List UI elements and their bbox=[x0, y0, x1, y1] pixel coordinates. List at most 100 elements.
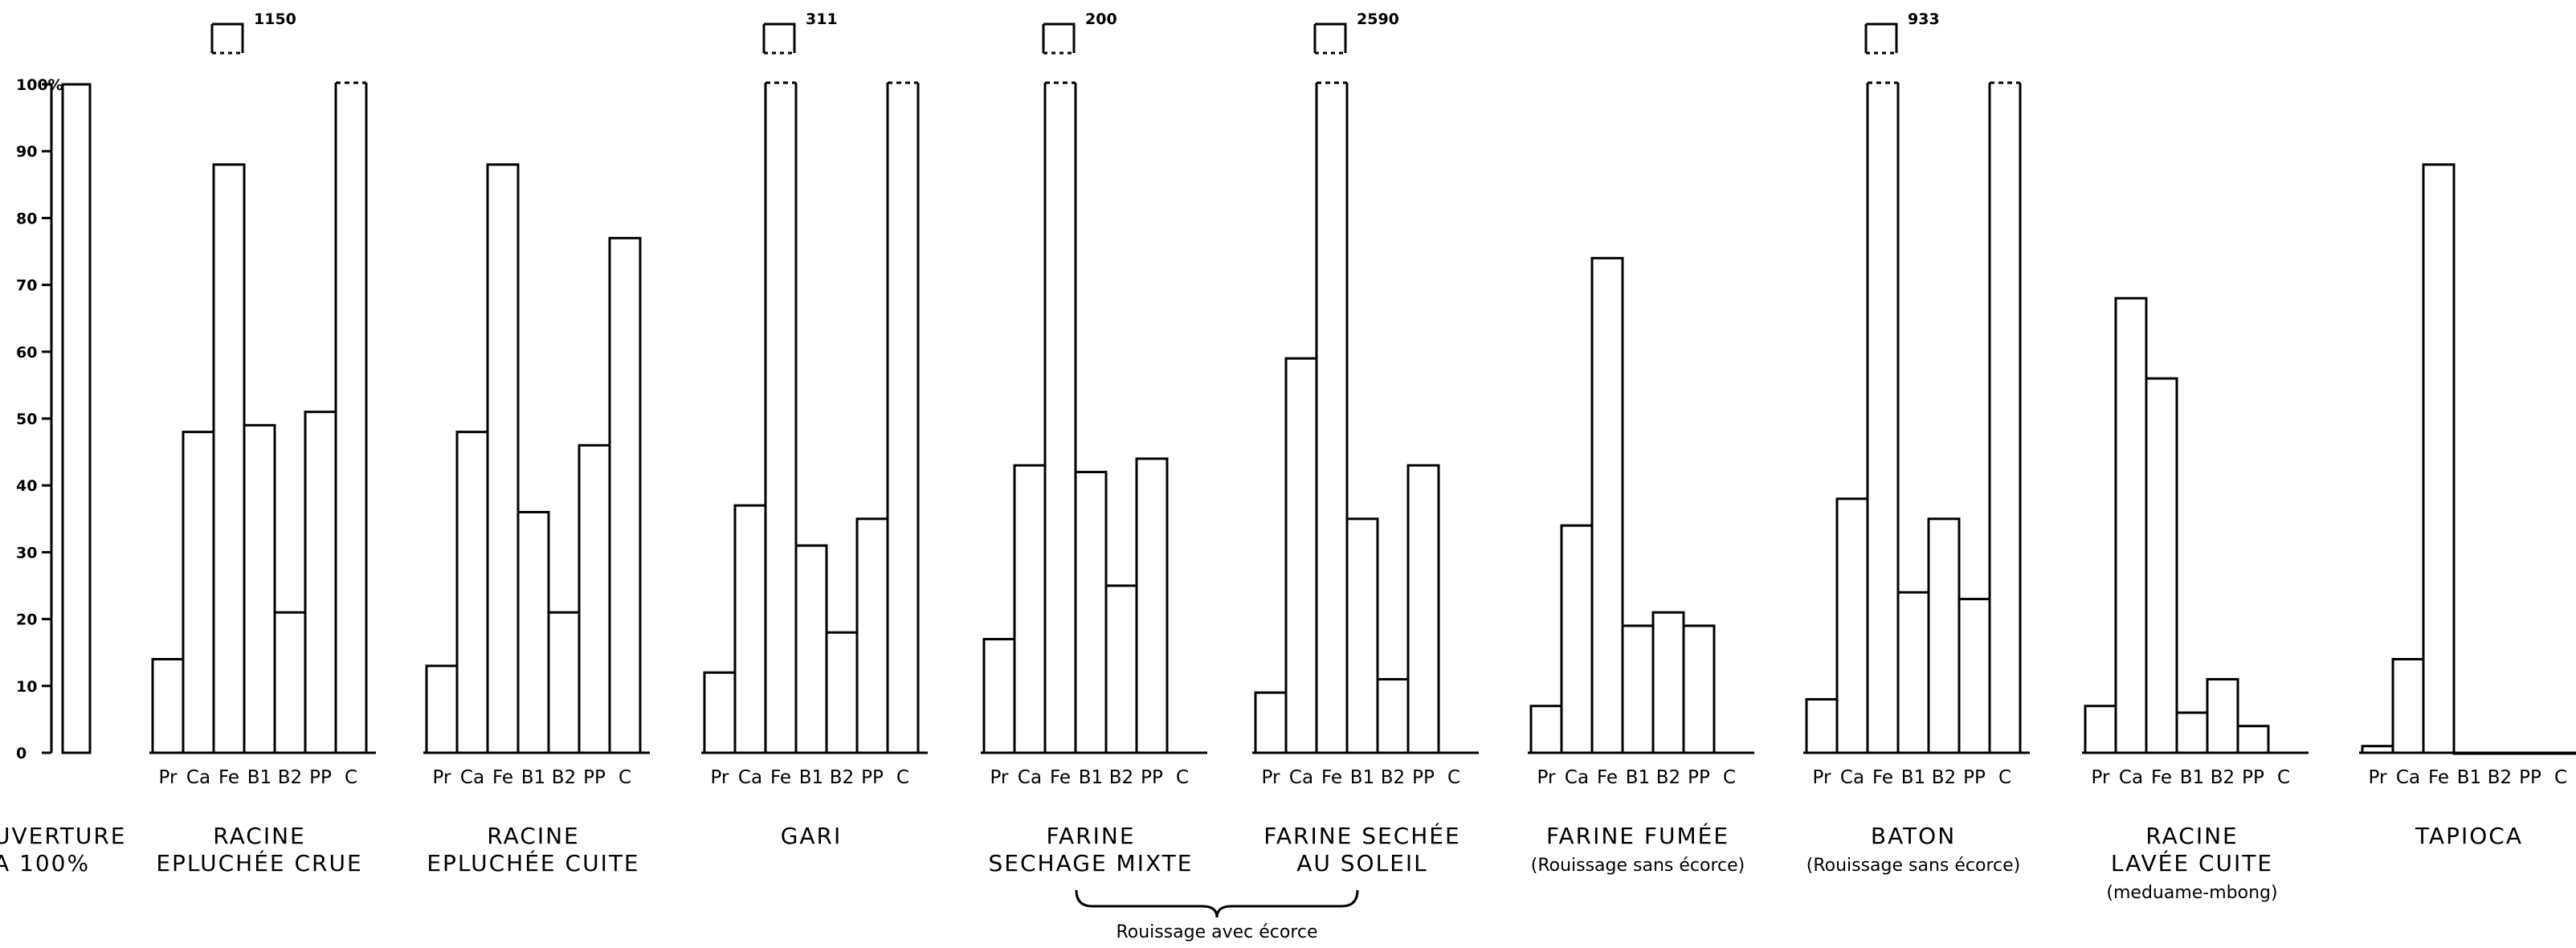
category-label: B1 bbox=[247, 767, 271, 788]
reference-bar bbox=[61, 83, 92, 754]
category-label: Ca bbox=[1565, 767, 1589, 788]
category-label: PP bbox=[1963, 767, 1986, 788]
category-label: Fe bbox=[2428, 767, 2449, 788]
group-title: BATON bbox=[1871, 823, 1956, 849]
bar bbox=[2236, 725, 2270, 754]
category-label: B1 bbox=[2180, 767, 2204, 788]
group-title: LAVÉE CUITE bbox=[2111, 849, 2273, 876]
y-tick-label: 60 bbox=[16, 344, 37, 362]
overflow-marker bbox=[1042, 22, 1076, 53]
category-label: PP bbox=[1141, 767, 1163, 788]
group-title: FARINE bbox=[1046, 823, 1135, 849]
y-tick-label: 80 bbox=[16, 210, 37, 227]
bar bbox=[455, 431, 489, 754]
bar bbox=[2452, 751, 2486, 755]
y-tick-label: 50 bbox=[16, 411, 37, 428]
bar bbox=[733, 504, 767, 754]
bar bbox=[982, 638, 1016, 754]
bar bbox=[1590, 256, 1624, 754]
category-label: B2 bbox=[830, 767, 854, 788]
category-label: C bbox=[2277, 767, 2290, 788]
bar bbox=[1345, 517, 1379, 754]
overflow-marker bbox=[1313, 22, 1347, 53]
bar bbox=[1896, 590, 1930, 754]
bar bbox=[182, 431, 215, 754]
overflow-label: 200 bbox=[1085, 10, 1117, 28]
y-tick-label: 10 bbox=[16, 678, 37, 696]
category-label: PP bbox=[861, 767, 884, 788]
category-label: C bbox=[1447, 767, 1460, 788]
bar bbox=[2114, 296, 2148, 754]
group-title: RACINE bbox=[213, 823, 305, 849]
category-label: Pr bbox=[2369, 767, 2387, 788]
bar bbox=[1529, 705, 1563, 754]
category-label: Ca bbox=[1018, 767, 1042, 788]
annotation-brace bbox=[1075, 889, 1359, 918]
y-tick-label: 20 bbox=[16, 611, 37, 629]
group-title: EPLUCHÉE CRUE bbox=[156, 849, 362, 876]
bar bbox=[1835, 497, 1869, 754]
category-label: Pr bbox=[1537, 767, 1556, 788]
category-label: C bbox=[1998, 767, 2011, 788]
group-title: (Rouissage sans écorce) bbox=[1806, 856, 2021, 876]
category-label: Ca bbox=[738, 767, 762, 788]
overflow-marker bbox=[210, 22, 244, 53]
bar bbox=[212, 163, 246, 754]
bar bbox=[1013, 464, 1047, 754]
overflow-marker bbox=[762, 22, 796, 53]
category-label: Fe bbox=[1321, 767, 1342, 788]
category-label: Ca bbox=[2396, 767, 2420, 788]
category-label: C bbox=[2554, 767, 2567, 788]
group-title: EPLUCHÉE CUITE bbox=[427, 849, 639, 876]
bar bbox=[547, 611, 581, 754]
category-label: C bbox=[896, 767, 909, 788]
group-title: SECHAGE MIXTE bbox=[989, 850, 1194, 876]
group-title: AU SOLEIL bbox=[1296, 850, 1428, 876]
category-label: C bbox=[1723, 767, 1736, 788]
bar bbox=[608, 236, 642, 754]
bar bbox=[243, 423, 276, 754]
category-label: PP bbox=[583, 767, 606, 788]
category-label: PP bbox=[1688, 767, 1710, 788]
category-label: B2 bbox=[552, 767, 576, 788]
category-label: PP bbox=[309, 767, 332, 788]
category-label: C bbox=[1176, 767, 1189, 788]
y-tick-label: 90 bbox=[16, 143, 37, 161]
bar bbox=[516, 510, 550, 754]
category-label: B2 bbox=[2488, 767, 2512, 788]
category-label: B2 bbox=[1656, 767, 1680, 788]
category-label: PP bbox=[1412, 767, 1435, 788]
bar bbox=[1958, 598, 1991, 754]
category-label: B1 bbox=[1079, 767, 1103, 788]
category-label: Fe bbox=[492, 767, 513, 788]
bar bbox=[1254, 691, 1288, 754]
bar bbox=[2084, 705, 2117, 754]
bar bbox=[2175, 711, 2209, 754]
category-label: Fe bbox=[1872, 767, 1893, 788]
bar bbox=[855, 517, 889, 754]
category-label: B1 bbox=[799, 767, 823, 788]
bar bbox=[2145, 377, 2178, 754]
bar bbox=[2206, 677, 2239, 754]
category-label: B1 bbox=[521, 767, 545, 788]
y-tick-label: 30 bbox=[16, 544, 37, 562]
bar bbox=[1135, 457, 1169, 754]
category-label: Fe bbox=[1597, 767, 1618, 788]
category-label: B1 bbox=[1626, 767, 1650, 788]
category-label: Pr bbox=[433, 767, 451, 788]
category-label: C bbox=[618, 767, 631, 788]
category-label: Fe bbox=[1050, 767, 1071, 788]
bar bbox=[1376, 677, 1410, 754]
bar bbox=[1805, 697, 1839, 754]
group-title: FARINE SECHÉE bbox=[1264, 822, 1460, 849]
bar bbox=[2544, 751, 2576, 755]
category-label: Pr bbox=[990, 767, 1009, 788]
category-label: PP bbox=[2519, 767, 2541, 788]
category-label: B2 bbox=[2211, 767, 2235, 788]
bar bbox=[1927, 517, 1961, 754]
category-label: B2 bbox=[1109, 767, 1133, 788]
category-label: Ca bbox=[460, 767, 484, 788]
bar bbox=[2361, 745, 2394, 754]
category-label: PP bbox=[2242, 767, 2264, 788]
